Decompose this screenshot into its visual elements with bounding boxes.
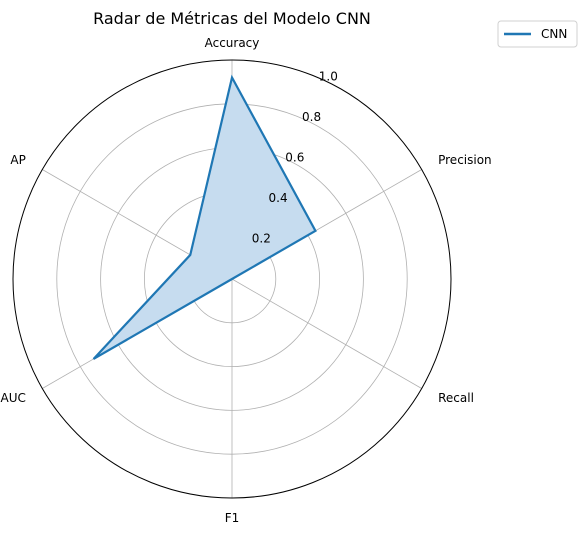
- category-label-precision: Precision: [438, 153, 492, 167]
- chart-title: Radar de Métricas del Modelo CNN: [93, 9, 371, 28]
- radial-tick-label-0: 0.2: [252, 232, 271, 246]
- radar-series-layer: [92, 74, 317, 360]
- series-line-cnn: [92, 74, 317, 360]
- radial-tick-label-3: 0.8: [302, 110, 321, 124]
- radar-labels: Accuracy Precision Recall F1 AUC AP 0.2 0.4 0.6 0…: [1, 36, 492, 525]
- category-label-ap: AP: [10, 153, 25, 167]
- outer-spine: [12, 59, 452, 499]
- category-label-accuracy: Accuracy: [205, 36, 260, 50]
- series-area-cnn: [93, 77, 316, 359]
- category-label-recall: Recall: [438, 391, 474, 405]
- spoke-recall: [231, 278, 422, 389]
- legend: CNN: [497, 20, 578, 48]
- category-label-auc: AUC: [1, 391, 26, 405]
- radial-tick-label-4: 1.0: [319, 70, 338, 84]
- legend-box: [497, 20, 578, 48]
- radial-tick-label-1: 0.4: [269, 191, 288, 205]
- legend-label-cnn: CNN: [541, 27, 567, 41]
- radial-tick-label-2: 0.6: [285, 151, 304, 165]
- category-label-f1: F1: [225, 511, 240, 525]
